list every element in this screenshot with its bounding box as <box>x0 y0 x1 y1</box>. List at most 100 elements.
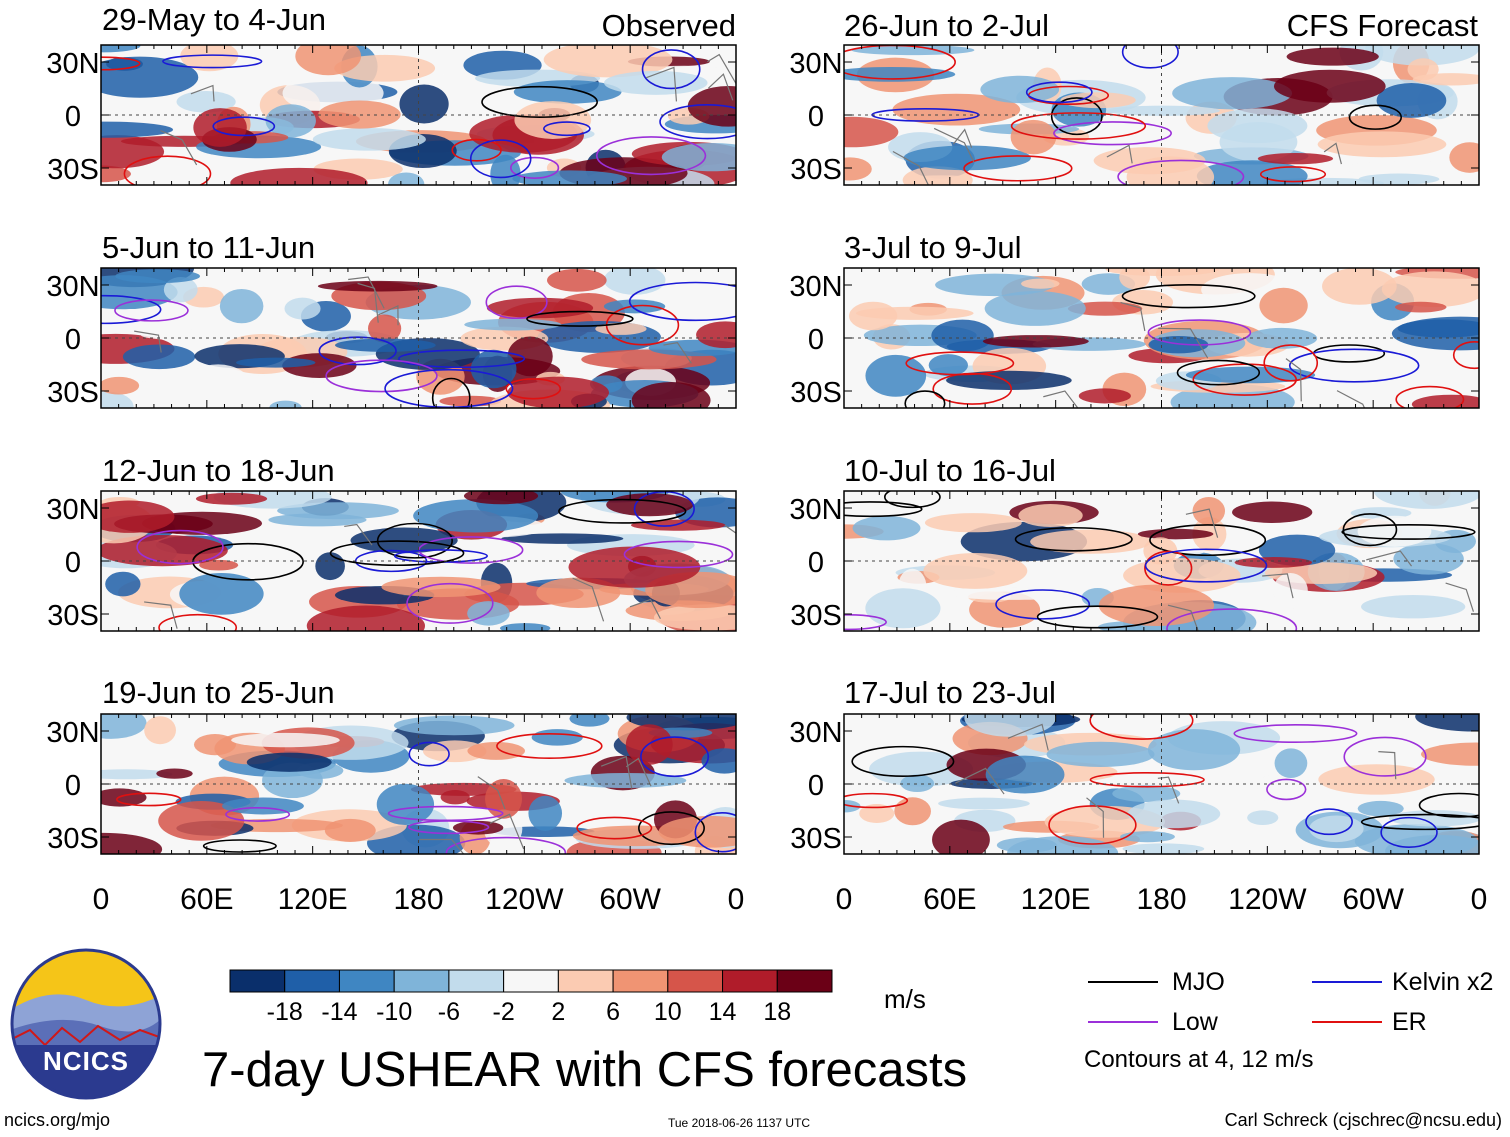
mjo-contour <box>202 839 277 853</box>
shading-blob <box>335 338 436 352</box>
ncics-logo <box>10 948 162 1100</box>
panel-7-field <box>844 491 1479 631</box>
shading-blob <box>844 116 899 148</box>
colorbar-label: 6 <box>606 998 620 1026</box>
shading-blob <box>603 268 666 295</box>
kelvin-contour <box>318 336 397 366</box>
x-tick-label: 0 <box>93 883 110 916</box>
kelvin-contour <box>1025 81 1093 104</box>
coastline <box>348 276 385 309</box>
shading-blob <box>306 605 426 631</box>
shading-blob <box>894 797 931 826</box>
shading-blob <box>101 535 228 567</box>
y-tick-label: 30N <box>789 717 842 749</box>
coastline <box>955 767 1005 795</box>
kelvin-contour <box>694 811 736 853</box>
shading-blob <box>1257 774 1289 803</box>
shading-blob <box>849 301 898 331</box>
shading-blob <box>500 623 551 631</box>
shading-blob <box>528 795 563 831</box>
shading-blob <box>486 297 594 319</box>
shading-blob <box>101 56 199 98</box>
shading-blob <box>1257 152 1334 165</box>
panel-7-title: 10-Jul to 16-Jul <box>844 453 1056 488</box>
shading-blob <box>531 729 583 746</box>
shading-blob <box>1207 108 1308 144</box>
mjo-contour <box>1121 283 1256 309</box>
shading-blob <box>903 145 1031 171</box>
shading-blob <box>222 797 304 815</box>
shading-blob <box>101 45 141 53</box>
shading-blob <box>312 127 426 151</box>
x-tick-label: 60E <box>923 883 976 916</box>
kelvin-contour <box>543 121 591 137</box>
y-tick-label: 30S <box>790 377 842 409</box>
colorbar-label: -10 <box>376 998 412 1026</box>
colorbar-segment <box>612 969 669 993</box>
shading-blob <box>1309 815 1364 843</box>
y-tick-label: 30N <box>789 494 842 526</box>
shading-blob <box>101 788 147 807</box>
shading-blob <box>865 588 941 629</box>
shading-blob <box>156 768 193 779</box>
shading-blob <box>315 552 345 581</box>
shading-blob <box>569 714 610 727</box>
mjo-contour <box>851 745 955 778</box>
y-tick-label: 30S <box>790 154 842 186</box>
coastline <box>419 838 465 854</box>
shading-blob <box>1030 529 1152 554</box>
shading-blob <box>101 500 175 533</box>
shading-blob <box>1421 742 1479 766</box>
shading-blob <box>543 45 673 78</box>
mjo-contour <box>1342 513 1398 547</box>
shading-blob <box>1120 831 1175 843</box>
shading-blob <box>687 86 736 127</box>
shading-blob <box>1357 515 1432 547</box>
x-tick-label: 60W <box>1342 883 1404 916</box>
er-contour <box>1089 714 1194 740</box>
shading-blob <box>185 364 251 407</box>
x-tick-label: 0 <box>836 883 853 916</box>
shading-blob <box>547 268 607 292</box>
shading-blob <box>195 492 268 505</box>
colorbar-label: 14 <box>709 998 737 1026</box>
shading-blob <box>423 740 487 763</box>
shading-blob <box>982 335 1089 348</box>
y-tick-label: 0 <box>65 101 81 133</box>
panel-2-field <box>101 268 736 408</box>
mjo-contour <box>883 491 941 509</box>
shading-blob <box>701 748 736 774</box>
shading-blob <box>295 45 362 76</box>
logo-ring <box>10 948 162 1100</box>
panel-2-title: 5-Jun to 11-Jun <box>102 230 316 265</box>
y-tick-label: 30N <box>789 48 842 80</box>
shading-blob <box>653 604 736 631</box>
shading-blob <box>140 329 225 341</box>
shading-blob <box>844 157 872 181</box>
er-contour <box>1263 344 1319 382</box>
y-tick-label: 0 <box>65 547 81 579</box>
shading-blob <box>176 90 236 113</box>
shading-blob <box>935 273 1055 297</box>
low-contour <box>325 359 438 393</box>
y-tick-label: 30N <box>46 494 99 526</box>
low-contour <box>1233 724 1358 743</box>
shading-blob <box>464 318 562 331</box>
shading-blob <box>946 370 1072 390</box>
shading-blob <box>1192 496 1226 526</box>
er-contour <box>505 378 562 400</box>
low-contour <box>1053 121 1172 146</box>
coastline <box>357 282 379 323</box>
shading-blob <box>1407 58 1439 81</box>
colorbar-segment <box>393 969 450 993</box>
footer-url[interactable]: ncics.org/mjo <box>4 1110 111 1130</box>
shading-blob <box>1196 160 1308 185</box>
low-contour <box>1266 778 1307 801</box>
panel-1-title: 29-May to 4-Jun <box>102 2 326 37</box>
er-contour <box>101 56 141 71</box>
mjo-contour <box>1418 792 1479 818</box>
coastline <box>144 601 178 629</box>
shading-blob <box>284 297 321 320</box>
legend-low-label: Low <box>1172 1008 1218 1036</box>
coastline <box>933 127 975 163</box>
